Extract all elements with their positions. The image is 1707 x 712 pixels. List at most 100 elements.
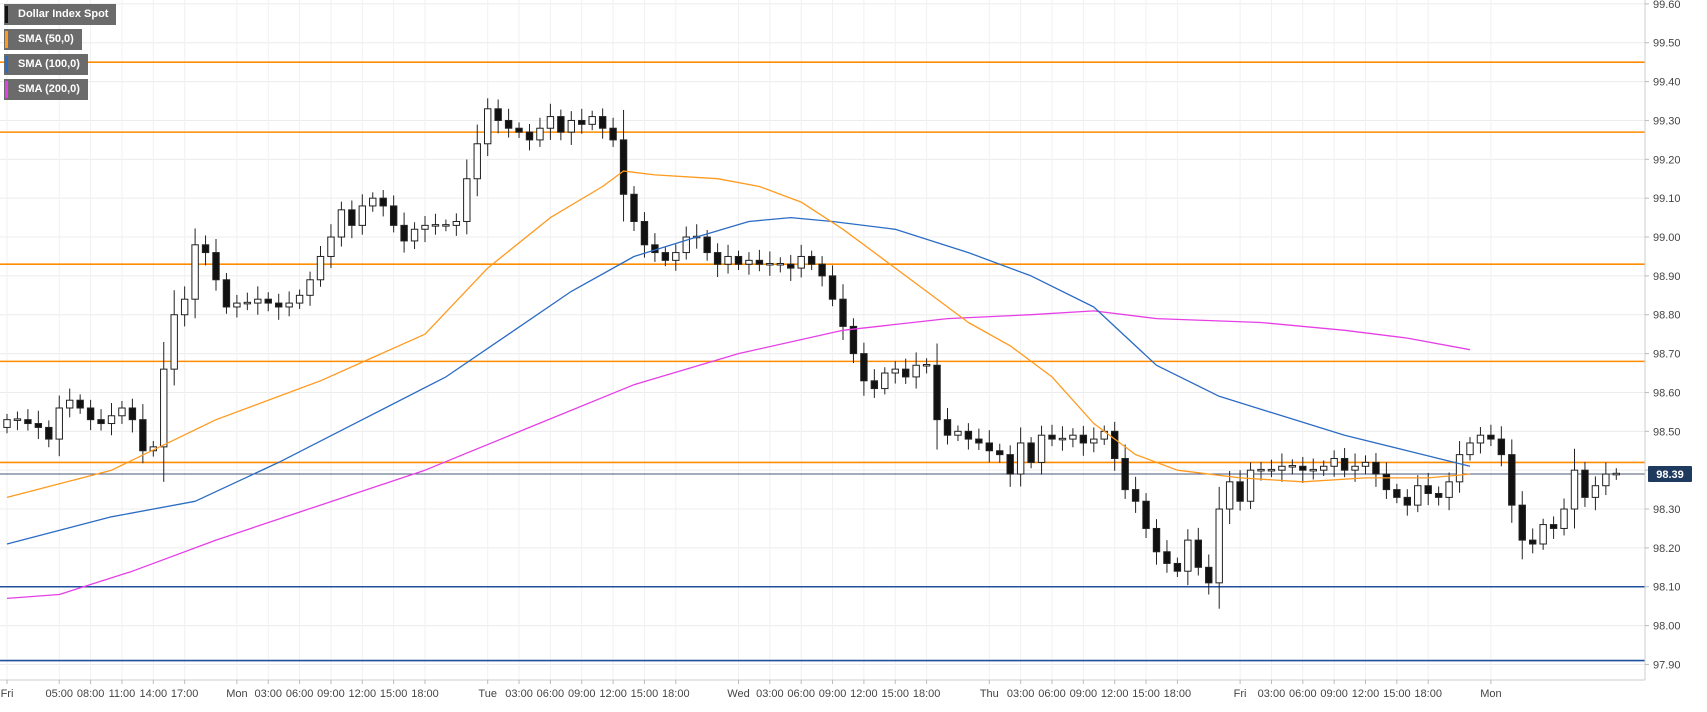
candle-down (755, 259, 764, 265)
candle-down (1403, 496, 1411, 506)
time-tick-label: Tue (478, 688, 497, 700)
time-tick-label: 06:00 (537, 688, 565, 700)
candle-down (379, 197, 387, 207)
candle-up (588, 116, 596, 125)
candle-down (1497, 438, 1506, 456)
candle-up (1225, 481, 1234, 510)
candle-up (1560, 508, 1568, 529)
candle-up (1570, 469, 1579, 510)
time-axis: Fri 05:00 08:00 11:00 14:00 17:00 Mon 03:00 06:0… (1, 680, 1502, 700)
candle-down (703, 236, 711, 254)
candle-down (1027, 442, 1035, 463)
sma-50-line (6, 170, 1471, 499)
candle-up (1267, 468, 1276, 472)
candle-down (1393, 489, 1401, 498)
candle-up (13, 418, 22, 421)
candle-down (1529, 539, 1537, 545)
legend-label: Dollar Index Spot (18, 8, 109, 20)
candle-up (431, 224, 440, 227)
candle-down (1121, 458, 1129, 491)
candle-up (1361, 461, 1370, 467)
time-tick-label: 03:00 (505, 688, 533, 700)
price-tick-label: 99.00 (1653, 232, 1681, 244)
time-tick-label: 15:00 (881, 688, 909, 700)
candle-down (515, 127, 523, 133)
price-tick-label: 98.60 (1653, 387, 1681, 399)
candle-up (180, 298, 189, 316)
legend-item-sma-50[interactable]: SMA (50,0) (4, 29, 82, 50)
candle-up (358, 205, 367, 226)
time-tick-label: 18:00 (411, 688, 439, 700)
legend-item-sma-100[interactable]: SMA (100,0) (4, 54, 88, 75)
candle-up (766, 262, 774, 266)
candle-down (902, 368, 910, 378)
time-tick-label: 12:00 (850, 688, 878, 700)
candle-down (985, 442, 993, 452)
candle-up (442, 224, 450, 227)
time-tick-label: Fri (1234, 688, 1247, 700)
candle-up (891, 368, 899, 374)
candle-down (222, 279, 231, 308)
candle-down (212, 252, 220, 281)
candle-down (1518, 504, 1526, 541)
price-tick-label: 98.10 (1653, 582, 1681, 594)
candle-up (327, 236, 335, 257)
time-tick-label: Fri (1, 688, 14, 700)
candle-up (1414, 485, 1422, 506)
candle-up (421, 224, 429, 230)
candle-down (1173, 562, 1182, 572)
legend-item-sma-200[interactable]: SMA (200,0) (4, 79, 88, 100)
candles (3, 98, 1620, 609)
candle-down (578, 119, 586, 125)
candle-up (243, 301, 252, 305)
candle-up (1445, 481, 1453, 498)
candle-up (410, 228, 419, 242)
time-tick-label: 06:00 (286, 688, 314, 700)
candle-down (494, 108, 502, 121)
sma-200-line (6, 310, 1471, 600)
candle-up (160, 368, 168, 448)
candle-up (1476, 434, 1485, 444)
price-tick-label: 98.80 (1653, 310, 1681, 322)
time-tick-label: 03:00 (1258, 688, 1286, 700)
legend-swatch (5, 6, 8, 23)
sma-100-line (6, 216, 1471, 545)
candle-up (1069, 434, 1077, 440)
current-price-badge: 98.39 (1648, 466, 1692, 483)
candle-up (1539, 524, 1547, 545)
candle-down (525, 131, 534, 141)
candle-down (1487, 434, 1495, 440)
candle-up (1330, 458, 1338, 467)
time-tick-label: 08:00 (77, 688, 105, 700)
time-tick-label: 12:00 (599, 688, 627, 700)
candle-up (118, 407, 126, 417)
candle-down (128, 407, 137, 421)
candle-down (713, 252, 722, 265)
time-tick-label: 12:00 (349, 688, 377, 700)
candle-down (1382, 473, 1391, 491)
candle-up (567, 119, 575, 133)
candle-up (295, 294, 304, 304)
time-tick-label: 15:00 (631, 688, 659, 700)
candle-down (557, 116, 565, 133)
candle-up (682, 236, 690, 254)
moving-averages (6, 170, 1471, 600)
candle-up (546, 116, 555, 129)
candle-down (34, 423, 43, 428)
candle-up (1257, 468, 1265, 472)
candle-down (201, 244, 210, 254)
price-tick-label: 98.90 (1653, 271, 1681, 283)
candle-up (797, 255, 805, 269)
legend-item-dollar-index[interactable]: Dollar Index Spot (4, 4, 117, 25)
candle-up (776, 262, 784, 266)
candle-up (316, 255, 325, 281)
candle-down (1424, 485, 1432, 494)
candle-down (1581, 469, 1589, 498)
time-tick-label: 09:00 (1070, 688, 1098, 700)
time-tick-label: 12:00 (1352, 688, 1380, 700)
candle-up (954, 430, 962, 436)
candle-down (1006, 454, 1014, 475)
time-tick-label: 03:00 (254, 688, 282, 700)
candle-up (1184, 539, 1192, 572)
